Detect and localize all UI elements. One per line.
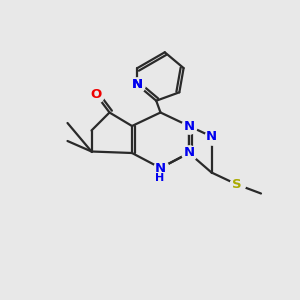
Text: H: H <box>155 173 164 184</box>
Text: N: N <box>132 78 143 92</box>
Text: S: S <box>232 178 242 191</box>
Text: N: N <box>183 146 195 160</box>
Text: N: N <box>206 130 217 143</box>
Text: N: N <box>155 161 166 175</box>
Text: O: O <box>90 88 102 101</box>
Text: N: N <box>183 119 195 133</box>
Text: N: N <box>132 78 143 92</box>
